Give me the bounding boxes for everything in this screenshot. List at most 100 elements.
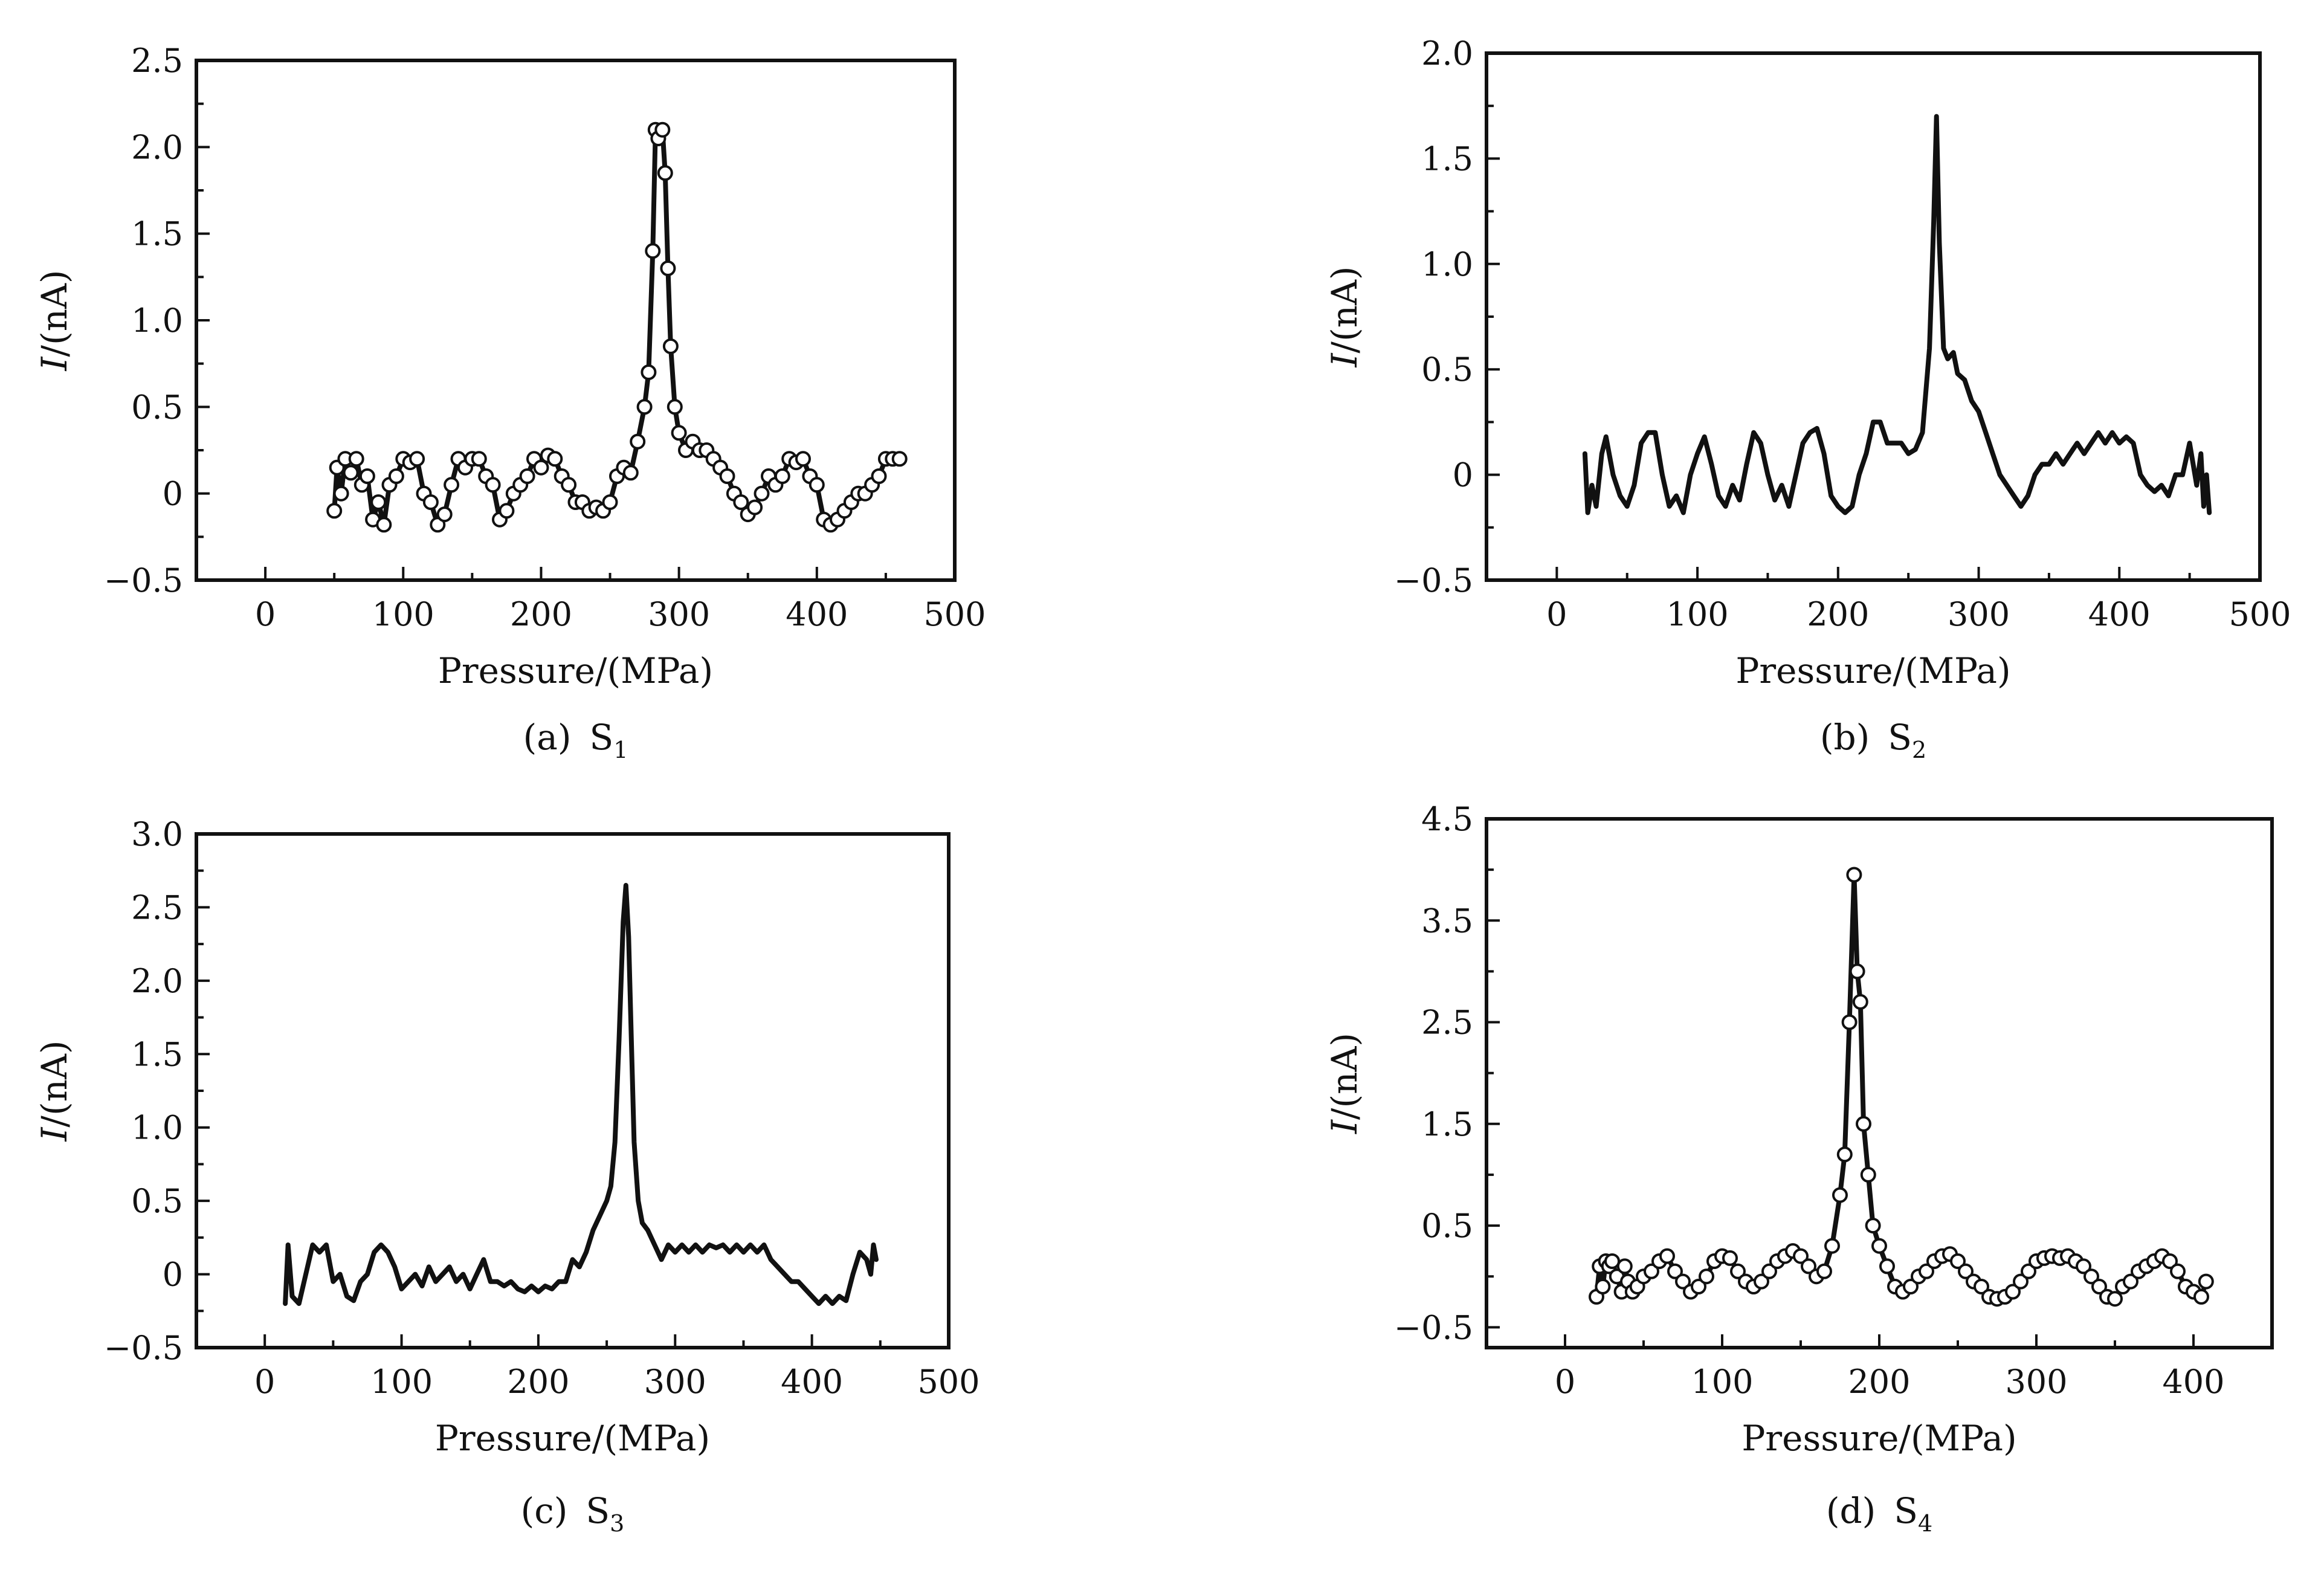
data-point [1595, 1279, 1611, 1294]
y-tick-label: 2.0 [131, 962, 183, 1000]
data-point [871, 468, 887, 484]
caption-symbol: S [1888, 717, 1912, 758]
data-point [519, 468, 535, 484]
data-point [370, 494, 387, 510]
y-axis-title: I/(nA) [34, 1041, 75, 1142]
y-tick-label: −0.5 [1394, 1308, 1473, 1346]
x-axis-title: Pressure/(MPa) [435, 1418, 710, 1459]
data-point [754, 485, 770, 502]
y-tick-label: 2.5 [131, 42, 183, 80]
y-tick-label: 2.0 [131, 128, 183, 166]
data-point [1974, 1279, 1989, 1294]
y-tick-label: 0 [163, 1256, 183, 1294]
y-axis-title-symbol: I [34, 1126, 75, 1142]
y-axis-title-unit: /(nA) [34, 270, 75, 357]
plot-frame [1485, 51, 2262, 582]
panel-a: 0 100 200 300 400 500 −0.5 0 0.5 1.0 1.5 2.0 2.5 Pres… [34, 42, 986, 763]
y-tick-label: 1.5 [1421, 140, 1473, 178]
y-tick-label: 0.5 [131, 1182, 183, 1220]
y-tick-label: 0.5 [1421, 1207, 1473, 1245]
data-point [444, 477, 460, 493]
data-point [471, 451, 487, 467]
y-axis-title-unit: /(nA) [1324, 267, 1365, 354]
data-point [1950, 1253, 1966, 1269]
panel-caption: (c) S3 [521, 1490, 625, 1537]
y-tick-label: 1.5 [131, 1035, 183, 1073]
data-point [2076, 1258, 2091, 1274]
data-point [2162, 1253, 2178, 1269]
x-tick-label: 400 [786, 595, 848, 633]
data-point [2170, 1263, 2186, 1279]
data-point [1958, 1263, 1974, 1279]
data-point [602, 494, 618, 510]
data-point [1722, 1250, 1738, 1266]
data-point [2198, 1273, 2214, 1290]
data-point [671, 425, 687, 441]
x-tick-label: 200 [1807, 595, 1869, 633]
y-axis-title-unit: /(nA) [1324, 1033, 1365, 1120]
y-axis-title: I/(nA) [1324, 1033, 1365, 1134]
data-point [662, 338, 679, 354]
y-tick-label: 1.0 [131, 1109, 183, 1147]
data-point [547, 451, 563, 467]
data-point [1865, 1218, 1881, 1234]
data-point [1824, 1238, 1840, 1254]
data-point [561, 477, 577, 493]
x-tick-label: 500 [2229, 595, 2291, 633]
data-point [1919, 1263, 1934, 1279]
data-point [326, 503, 343, 519]
data-point [1761, 1263, 1777, 1279]
x-tick-label: 200 [510, 595, 572, 633]
y-tick-label: 0 [1453, 456, 1473, 494]
y-tick-label: −0.5 [104, 561, 183, 599]
data-point [1841, 1014, 1858, 1030]
panel-d: 0 100 200 300 400 −0.5 0.5 1.5 2.5 3.5 4.5 Pressure… [1324, 800, 2274, 1537]
data-point [1871, 1238, 1887, 1254]
caption-symbol: S [586, 1490, 610, 1531]
y-axis-title-unit: /(nA) [34, 1041, 75, 1128]
caption-prefix: (a) [523, 717, 572, 758]
x-tick-label: 300 [648, 595, 710, 633]
data-point [333, 485, 349, 502]
panel-caption: (d) S4 [1826, 1490, 1932, 1537]
y-tick-label: 0.5 [131, 388, 183, 426]
x-tick-label: 0 [1555, 1363, 1575, 1401]
data-point [1852, 993, 1868, 1010]
panel-c: 0 100 200 300 400 500 −0.5 0 0.5 1.0 1.5 2.0 2.5 3.0 P… [34, 815, 980, 1537]
series-line-S4 [1594, 872, 2209, 1302]
caption-symbol: S [1894, 1490, 1918, 1531]
data-point [388, 468, 404, 484]
data-point [1644, 1263, 1659, 1279]
caption-subscript: 4 [1918, 1510, 1932, 1537]
data-point [1903, 1279, 1919, 1294]
y-tick-label: 0.5 [1421, 351, 1473, 389]
caption-subscript: 1 [613, 737, 628, 763]
data-point [1856, 1116, 1871, 1132]
caption-subscript: 3 [610, 1510, 624, 1537]
y-tick-label: 0 [163, 475, 183, 513]
data-point [636, 399, 653, 415]
x-tick-label: 0 [1546, 595, 1567, 633]
data-point [774, 468, 790, 484]
data-point [2084, 1268, 2099, 1285]
y-axis-title-symbol: I [1324, 1119, 1365, 1134]
x-axis-title: Pressure/(MPa) [1735, 650, 2010, 691]
data-point [1832, 1187, 1848, 1203]
data-point [1846, 867, 1862, 883]
data-point [645, 243, 661, 259]
y-tick-label: −0.5 [1394, 561, 1473, 599]
x-tick-label: 0 [254, 1363, 275, 1401]
y-tick-label: 3.0 [131, 815, 183, 853]
data-point [376, 517, 392, 533]
data-point [2123, 1273, 2138, 1290]
x-tick-label: 400 [2162, 1363, 2224, 1401]
y-tick-label: 1.5 [131, 215, 183, 253]
data-point [1849, 963, 1865, 980]
data-point [795, 451, 811, 467]
y-axis-title-symbol: I [34, 356, 75, 371]
x-tick-label: 200 [507, 1363, 569, 1401]
data-point [641, 364, 657, 380]
y-tick-label: 2.0 [1421, 34, 1473, 73]
data-point [630, 433, 646, 450]
